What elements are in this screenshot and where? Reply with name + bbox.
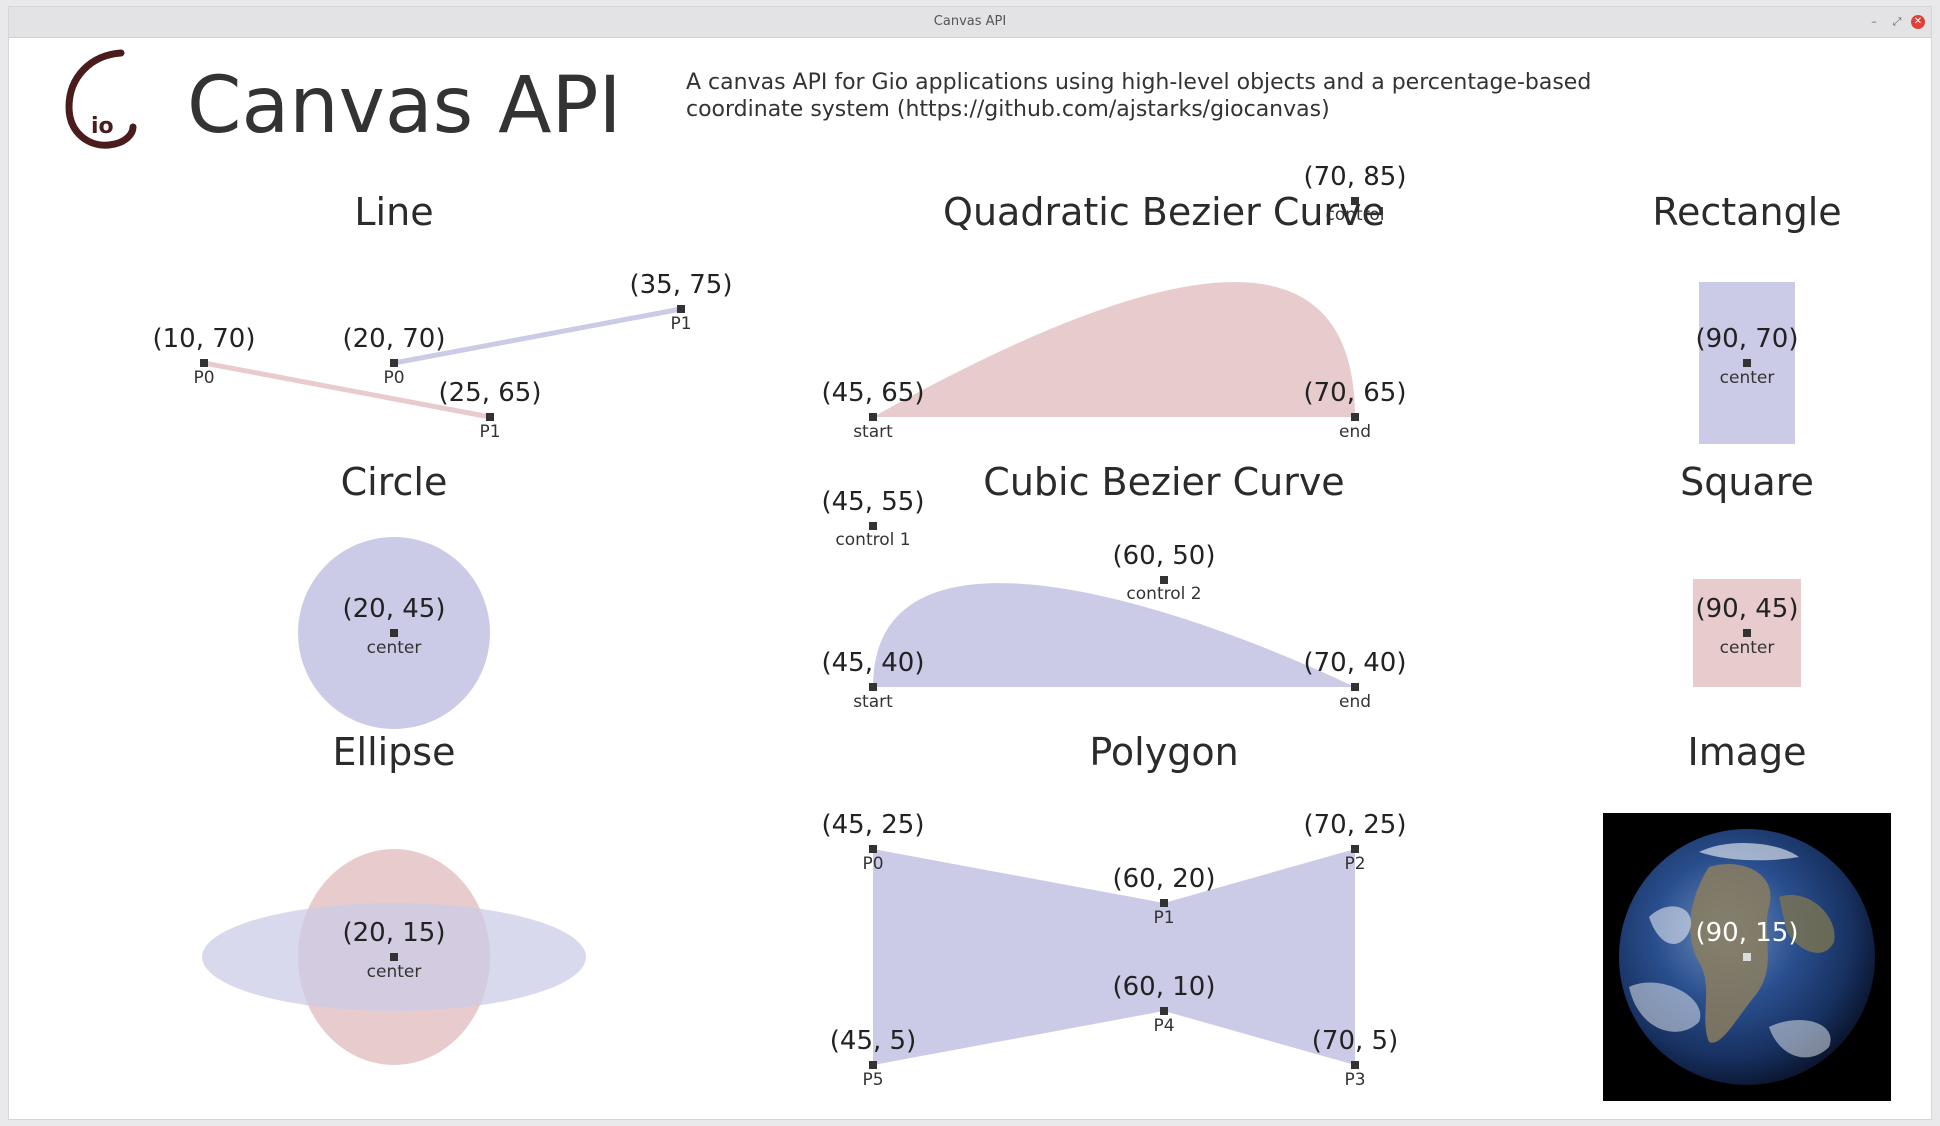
polygon-p2-marker bbox=[1351, 845, 1359, 853]
polygon-p2-coord: (70, 25) bbox=[1304, 810, 1407, 840]
cubic-end-coord: (70, 40) bbox=[1304, 648, 1407, 678]
page-title: Canvas API bbox=[187, 61, 621, 151]
cubic-control1-coord: (45, 55) bbox=[822, 487, 925, 517]
line-a-p0-label: P0 bbox=[193, 368, 214, 388]
quadratic-control-coord: (70, 85) bbox=[1304, 162, 1407, 192]
line-b-p1-coord: (35, 75) bbox=[630, 270, 733, 300]
quadratic-end-marker bbox=[1351, 413, 1359, 421]
line-a bbox=[203, 360, 491, 420]
cubic-control2-coord: (60, 50) bbox=[1113, 541, 1216, 571]
cubic-control1-marker bbox=[869, 522, 877, 530]
window-title: Canvas API bbox=[933, 14, 1007, 29]
quadratic-end-label: end bbox=[1339, 422, 1371, 442]
square-title: Square bbox=[1680, 460, 1814, 504]
circle-center-marker bbox=[390, 629, 398, 637]
polygon-p0-marker bbox=[869, 845, 877, 853]
line-a-p1-coord: (25, 65) bbox=[439, 378, 542, 408]
polygon-title: Polygon bbox=[1089, 730, 1238, 774]
description-line-2: coordinate system (https://github.com/aj… bbox=[686, 97, 1330, 122]
ellipse-center-label: center bbox=[367, 962, 422, 982]
quadratic-start-marker bbox=[869, 413, 877, 421]
line-b bbox=[393, 306, 682, 366]
polygon-p2-label: P2 bbox=[1344, 854, 1365, 874]
close-icon[interactable]: ✕ bbox=[1911, 15, 1925, 29]
quadratic-end-coord: (70, 65) bbox=[1304, 378, 1407, 408]
cubic-title: Cubic Bezier Curve bbox=[983, 460, 1344, 504]
svg-text:io: io bbox=[91, 114, 114, 139]
cubic-control2-marker bbox=[1160, 576, 1168, 584]
square-center-label: center bbox=[1720, 638, 1775, 658]
circle-title: Circle bbox=[341, 460, 448, 504]
quadratic-title: Quadratic Bezier Curve bbox=[943, 190, 1385, 234]
quadratic-control-marker bbox=[1351, 197, 1359, 205]
polygon-p3-label: P3 bbox=[1344, 1070, 1365, 1090]
line-b-p1-marker bbox=[677, 305, 685, 313]
circle-center-label: center bbox=[367, 638, 422, 658]
image-coord: (90, 15) bbox=[1696, 918, 1799, 948]
rectangle-center-marker bbox=[1743, 359, 1751, 367]
polygon-p5-coord: (45, 5) bbox=[830, 1026, 916, 1056]
ellipse-center-marker bbox=[390, 953, 398, 961]
rectangle-center-label: center bbox=[1720, 368, 1775, 388]
cubic-start-coord: (45, 40) bbox=[822, 648, 925, 678]
polygon-p4-coord: (60, 10) bbox=[1113, 972, 1216, 1002]
canvas-svg: io Canvas API A canvas API for Gio appli… bbox=[65, 49, 1891, 1101]
description-line-1: A canvas API for Gio applications using … bbox=[686, 70, 1591, 95]
cubic-control2-label: control 2 bbox=[1126, 584, 1201, 604]
minimize-icon[interactable]: – bbox=[1871, 15, 1877, 28]
polygon-p1-marker bbox=[1160, 899, 1168, 907]
canvas-area: io Canvas API A canvas API for Gio appli… bbox=[9, 37, 1933, 1121]
quadratic-control-label: control bbox=[1326, 205, 1385, 225]
cubic-start-marker bbox=[869, 683, 877, 691]
polygon-p5-label: P5 bbox=[862, 1070, 883, 1090]
gio-logo-icon: io bbox=[65, 49, 137, 149]
line-b-p0-marker bbox=[390, 359, 398, 367]
polygon-p0-label: P0 bbox=[862, 854, 883, 874]
polygon-p3-coord: (70, 5) bbox=[1312, 1026, 1398, 1056]
line-title: Line bbox=[354, 190, 433, 234]
line-a-p0-marker bbox=[200, 359, 208, 367]
polygon-p1-label: P1 bbox=[1153, 908, 1174, 928]
square-coord: (90, 45) bbox=[1696, 594, 1799, 624]
cubic-start-label: start bbox=[853, 692, 893, 712]
cubic-end-label: end bbox=[1339, 692, 1371, 712]
maximize-icon[interactable]: ⤢ bbox=[1892, 15, 1902, 28]
quadratic-start-label: start bbox=[853, 422, 893, 442]
image-title: Image bbox=[1687, 730, 1806, 774]
image-center-marker bbox=[1743, 953, 1751, 961]
polygon-p5-marker bbox=[869, 1061, 877, 1069]
line-a-p0-coord: (10, 70) bbox=[153, 324, 256, 354]
line-a-p1-marker bbox=[486, 413, 494, 421]
circle-coord: (20, 45) bbox=[343, 594, 446, 624]
title-bar[interactable]: Canvas API – ⤢ ✕ bbox=[9, 7, 1931, 38]
rectangle-title: Rectangle bbox=[1652, 190, 1841, 234]
line-b-p0-label: P0 bbox=[383, 368, 404, 388]
polygon-p3-marker bbox=[1351, 1061, 1359, 1069]
rectangle-coord: (90, 70) bbox=[1696, 324, 1799, 354]
app-window: Canvas API – ⤢ ✕ io Canvas API A canvas … bbox=[8, 6, 1932, 1120]
quadratic-curve-shape bbox=[873, 282, 1355, 417]
ellipse-title: Ellipse bbox=[333, 730, 456, 774]
polygon-p4-marker bbox=[1160, 1007, 1168, 1015]
line-b-p0-coord: (20, 70) bbox=[343, 324, 446, 354]
line-b-p1-label: P1 bbox=[670, 314, 691, 334]
line-a-p1-label: P1 bbox=[479, 422, 500, 442]
polygon-shape bbox=[873, 849, 1355, 1065]
polygon-p4-label: P4 bbox=[1153, 1016, 1174, 1036]
cubic-curve-shape bbox=[873, 583, 1355, 687]
polygon-p1-coord: (60, 20) bbox=[1113, 864, 1216, 894]
quadratic-start-coord: (45, 65) bbox=[822, 378, 925, 408]
cubic-end-marker bbox=[1351, 683, 1359, 691]
cubic-control1-label: control 1 bbox=[835, 530, 910, 550]
polygon-p0-coord: (45, 25) bbox=[822, 810, 925, 840]
ellipse-coord: (20, 15) bbox=[343, 918, 446, 948]
square-center-marker bbox=[1743, 629, 1751, 637]
